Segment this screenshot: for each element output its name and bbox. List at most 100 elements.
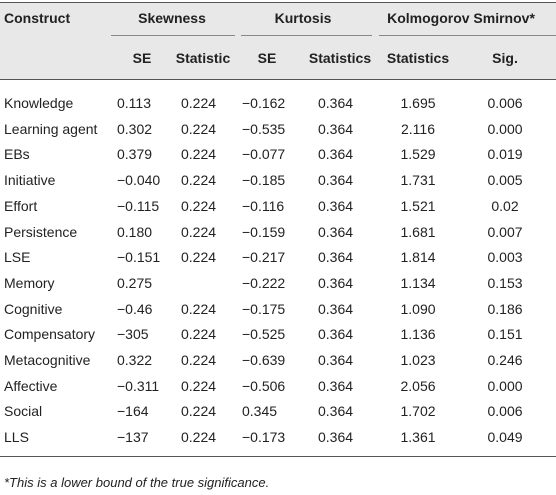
footnote: *This is a lower bound of the true signi… — [4, 475, 270, 490]
row-label: Initiative — [4, 172, 56, 189]
cell: 0.364 — [318, 249, 354, 266]
cell: 0.224 — [181, 326, 217, 343]
sub-header: SE — [132, 50, 152, 66]
cell: −0.115 — [117, 197, 160, 214]
cell: −164 — [117, 403, 149, 420]
cell: −0.159 — [242, 223, 286, 240]
cell: 1.529 — [400, 146, 436, 163]
cell: −0.535 — [242, 120, 286, 137]
cell: 2.116 — [401, 120, 435, 137]
cell: 0.000 — [487, 120, 523, 137]
cell: −0.46 — [117, 300, 153, 317]
cell: 0.224 — [181, 95, 217, 111]
group-rule — [379, 35, 556, 36]
cell: 0.224 — [181, 429, 217, 446]
cell: 1.361 — [400, 429, 436, 446]
cell: 1.023 — [400, 352, 436, 368]
cell: −0.173 — [242, 429, 286, 446]
cell: 0.153 — [487, 274, 523, 291]
sub-header: Statistics — [308, 50, 372, 66]
cell: 0.364 — [318, 197, 354, 214]
cell: 0.364 — [318, 274, 354, 291]
cell: 0.006 — [487, 403, 523, 420]
row-label: Memory — [4, 274, 55, 291]
cell: 0.224 — [181, 352, 217, 368]
cell: −0.311 — [117, 377, 160, 394]
cell: 0.364 — [318, 326, 354, 343]
row-label: Persistence — [4, 223, 78, 240]
row-label: Affective — [4, 377, 58, 394]
cell: 0.151 — [487, 326, 523, 343]
cell: −0.162 — [242, 95, 286, 111]
cell: 1.814 — [400, 249, 436, 266]
sub-header: Statistic — [175, 50, 231, 66]
cell: 0.364 — [318, 223, 354, 240]
cell: 0.049 — [487, 429, 523, 446]
cell: −0.116 — [242, 197, 285, 214]
cell: 0.246 — [487, 352, 523, 368]
cell: 1.681 — [400, 223, 436, 240]
row-label: Metacognitive — [4, 352, 91, 368]
cell: 0.113 — [117, 95, 151, 111]
row-label: Effort — [4, 197, 38, 214]
cell: 0.224 — [181, 172, 217, 189]
cell: 0.224 — [181, 223, 217, 240]
header-rule — [0, 79, 556, 80]
group-header: Kurtosis — [274, 10, 332, 26]
cell: 0.345 — [242, 403, 278, 420]
cell: −0.525 — [242, 326, 286, 343]
row-label: LSE — [4, 249, 31, 266]
sub-header: Sig. — [492, 50, 518, 66]
cell: 0.007 — [487, 223, 523, 240]
cell: 0.224 — [181, 197, 217, 214]
cell: −0.222 — [242, 274, 286, 291]
cell: −305 — [117, 326, 149, 343]
row-label: Social — [4, 403, 43, 420]
cell: 0.019 — [487, 146, 523, 163]
cell: −0.217 — [242, 249, 286, 266]
row-label: Knowledge — [4, 95, 74, 111]
cell: 0.180 — [117, 223, 153, 240]
cell: 0.379 — [117, 146, 153, 163]
group-header: Skewness — [138, 10, 206, 26]
cell: 0.364 — [318, 300, 354, 317]
cell: 1.521 — [400, 197, 436, 214]
group-header: Construct — [4, 10, 71, 26]
cell: 0.364 — [318, 146, 354, 163]
cell: −137 — [117, 429, 149, 446]
group-rule — [111, 35, 235, 36]
cell: 0.005 — [487, 172, 523, 189]
row-label: EBs — [4, 146, 30, 163]
cell: 0.224 — [181, 146, 217, 163]
cell: 0.322 — [117, 352, 153, 368]
cell: 0.02 — [491, 197, 519, 214]
cell: −0.185 — [242, 172, 286, 189]
cell: 0.364 — [318, 429, 354, 446]
cell: 0.364 — [318, 352, 354, 368]
cell: 1.702 — [400, 403, 436, 420]
cell: 0.186 — [487, 300, 523, 317]
row-label: Cognitive — [4, 300, 63, 317]
cell: 0.302 — [117, 120, 153, 137]
bottom-rule — [0, 456, 556, 457]
cell: 0.364 — [318, 377, 354, 394]
cell: 1.731 — [400, 172, 436, 189]
cell: −0.040 — [117, 172, 161, 189]
cell: 0.224 — [181, 300, 217, 317]
cell: 0.224 — [181, 377, 217, 394]
row-label: LLS — [4, 429, 29, 446]
group-rule — [241, 35, 372, 36]
cell: 1.090 — [400, 300, 436, 317]
cell: 0.224 — [181, 120, 217, 137]
cell: 1.136 — [400, 326, 436, 343]
cell: 0.364 — [318, 95, 354, 111]
cell: −0.639 — [242, 352, 286, 368]
cell: 0.224 — [181, 403, 217, 420]
cell: 0.364 — [318, 403, 354, 420]
cell: −0.175 — [242, 300, 286, 317]
cell: −0.506 — [242, 377, 286, 394]
cell: 2.056 — [400, 377, 436, 394]
group-header: Kolmogorov Smirnov* — [387, 10, 535, 26]
cell: 0.364 — [318, 172, 354, 189]
